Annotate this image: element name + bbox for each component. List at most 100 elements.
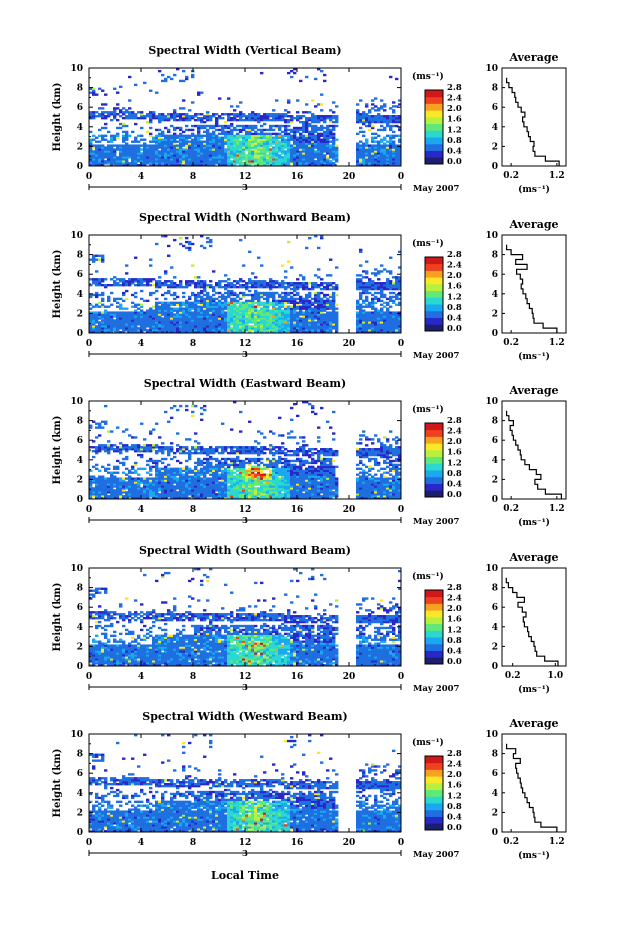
colorbar-tick-label: 0.0 [447,324,462,334]
colorbar-tick-label: 0.4 [447,313,462,323]
day-label: 3 [242,849,248,859]
x-tick-label: 20 [343,505,356,515]
average-x-tick-label: 1.2 [549,504,565,514]
colorbar-tick-label: 1.2 [447,625,462,635]
average-profile-panel: Average 0 2 4 6 8 10 0.2 1.2 (ms⁻¹) [485,218,567,362]
y-tick-label: 4 [77,456,83,466]
colorbar-tick-label: 1.6 [447,115,462,125]
colorbar-tick-label: 2.8 [447,583,462,593]
x-axis-label: Local Time [211,869,279,882]
colorbar-tick-label: 2.0 [447,604,462,614]
average-profile-line [506,743,558,832]
average-y-tick-label: 8 [492,84,498,94]
x-tick-label: 16 [291,838,304,848]
colorbar-unit: (ms⁻¹) [412,71,444,82]
average-y-tick-label: 8 [492,750,498,760]
average-frame [501,400,567,500]
average-frame [501,733,567,833]
y-tick-label: 0 [77,495,83,505]
average-x-axis-label: (ms⁻¹) [518,684,550,695]
average-x-tick-label: 1.0 [547,671,563,681]
colorbar-segment [425,150,443,158]
average-title: Average [508,717,558,730]
colorbar-segment [425,103,443,111]
average-y-tick-label: 2 [492,309,498,319]
average-y-tick-label: 6 [492,103,498,113]
y-tick-label: 10 [70,64,83,74]
average-y-tick-label: 4 [492,789,498,799]
colorbar-segment [425,476,443,484]
colorbar-segment [425,796,443,804]
colorbar-segment [425,803,443,811]
colorbar-segment [425,90,443,98]
x-tick-label: 0 [398,172,404,182]
x-tick-label: 12 [239,172,252,182]
colorbar-tick-label: 2.8 [447,250,462,260]
average-profile-line [506,77,560,166]
y-tick-label: 2 [77,808,83,818]
x-tick-label: 20 [343,339,356,349]
average-y-tick-label: 4 [492,456,498,466]
average-frame [501,234,567,334]
heatmap-cells [89,68,402,167]
y-tick-label: 10 [70,730,83,740]
average-profile-line [506,244,558,333]
average-x-tick-label: 0.2 [505,671,521,681]
colorbar-tick-label: 0.8 [447,469,462,479]
average-y-tick-label: 8 [492,584,498,594]
y-tick-label: 8 [77,251,83,261]
colorbar-segment [425,310,443,318]
x-tick-label: 0 [398,339,404,349]
colorbar-tick-label: 1.6 [447,781,462,791]
x-tick-label: 0 [86,838,92,848]
average-y-tick-label: 6 [492,769,498,779]
y-tick-label: 4 [77,789,83,799]
colorbar-segment [425,297,443,305]
average-x-tick-label: 0.2 [503,837,519,847]
colorbar-frame [424,422,444,498]
x-tick-label: 8 [190,172,196,182]
panel-title: Spectral Width (Vertical Beam) [148,44,341,57]
colorbar-tick-label: 2.4 [447,261,462,271]
panel-title: Spectral Width (Northward Beam) [139,211,351,224]
panel-title: Spectral Width (Eastward Beam) [144,377,346,390]
x-tick-label: 16 [291,672,304,682]
colorbar-tick-label: 2.0 [447,437,462,447]
average-x-tick-label: 0.2 [503,171,519,181]
colorbar-tick-label: 1.6 [447,615,462,625]
colorbar-segment [425,257,443,265]
date-label: May 2007 [413,684,460,694]
average-frame [501,67,567,167]
colorbar-segment [425,762,443,770]
colorbar-segment [425,623,443,631]
colorbar-tick-label: 2.0 [447,770,462,780]
colorbar-tick-label: 2.8 [447,83,462,93]
x-tick-label: 4 [138,838,144,848]
colorbar-frame [424,755,444,831]
panel-1: Spectral Width (Vertical Beam) 0 2 4 6 8 10 Hei… [52,44,567,195]
colorbar-tick-label: 1.2 [447,458,462,468]
x-tick-label: 0 [398,505,404,515]
average-title: Average [508,51,558,64]
colorbar-segment [425,782,443,791]
y-tick-label: 10 [70,564,83,574]
colorbar-segment [425,789,443,797]
colorbar-segment [425,116,443,125]
y-tick-label: 6 [77,270,83,280]
heatmap-cells [89,734,402,833]
colorbar-tick-label: 0.4 [447,146,462,156]
y-tick-label: 6 [77,103,83,113]
colorbar-segment [425,490,443,498]
x-tick-label: 0 [86,339,92,349]
y-tick-label: 4 [77,123,83,133]
colorbar-segment [425,809,443,817]
date-label: May 2007 [413,850,460,860]
x-tick-label: 0 [86,172,92,182]
average-profile-panel: Average 0 2 4 6 8 10 0.2 1.2 (ms⁻¹) [485,717,567,861]
average-y-tick-label: 6 [492,270,498,280]
y-tick-label: 0 [77,662,83,672]
x-tick-label: 16 [291,505,304,515]
average-profile-line [505,577,559,666]
average-y-tick-label: 0 [492,162,498,172]
colorbar-segment [425,769,443,777]
